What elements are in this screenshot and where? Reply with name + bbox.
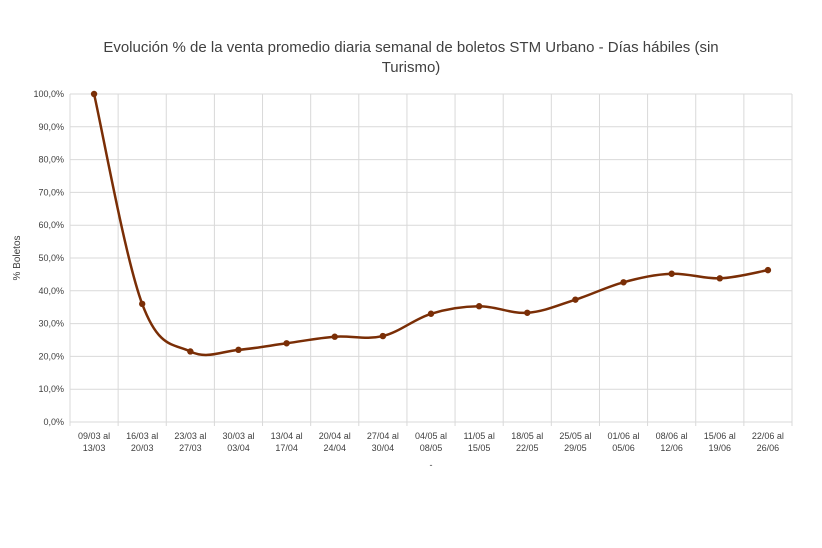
- y-tick-label: 20,0%: [38, 351, 64, 361]
- x-tick-label: 24/04: [323, 443, 346, 453]
- chart-title-line: Evolución % de la venta promedio diaria …: [103, 39, 718, 56]
- data-point: [235, 346, 242, 354]
- chart-title: Evolución % de la venta promedio diaria …: [103, 39, 718, 76]
- y-tick-label: 10,0%: [38, 384, 64, 394]
- data-point: [139, 300, 146, 308]
- x-axis-label: -: [430, 460, 433, 470]
- x-tick-label: 04/05 al: [415, 431, 447, 441]
- x-tick-label: 29/05: [564, 443, 587, 453]
- y-tick-label: 100,0%: [33, 89, 64, 99]
- x-tick-label: 20/03: [131, 443, 154, 453]
- data-point: [668, 270, 675, 277]
- data-point: [187, 348, 194, 355]
- x-tick-label: 16/03 al: [126, 431, 158, 441]
- data-point: [475, 303, 483, 310]
- y-tick-label: 30,0%: [38, 319, 64, 329]
- y-tick-label: 70,0%: [38, 187, 64, 197]
- x-tick-label: 25/05 al: [559, 431, 591, 441]
- y-tick-label: 0,0%: [43, 417, 64, 427]
- y-tick-label: 90,0%: [38, 122, 64, 132]
- x-tick-label: 30/04: [372, 443, 395, 453]
- series-line: [92, 93, 769, 357]
- x-tick-label: 27/04 al: [367, 431, 399, 441]
- data-point: [331, 333, 338, 340]
- x-tick-label: 01/06 al: [608, 431, 640, 441]
- chart-title-line: Turismo): [382, 59, 441, 76]
- x-tick-label: 15/06 al: [704, 431, 736, 441]
- data-point: [524, 309, 531, 316]
- data-point: [427, 310, 435, 317]
- x-tick-label: 15/05: [468, 443, 491, 453]
- x-tick-label: 11/05 al: [463, 431, 494, 441]
- x-tick-label: 09/03 al: [78, 431, 110, 441]
- x-tick-label: 26/06: [757, 443, 780, 453]
- x-tick-label: 13/03: [83, 443, 106, 453]
- x-tick-label: 22/06 al: [752, 431, 784, 441]
- x-axis-ticks: 09/03 al 13/03 16/03 al 20/03 23/03 al 27/03 3…: [78, 431, 784, 453]
- y-tick-label: 80,0%: [38, 155, 64, 165]
- x-tick-label: 17/04: [275, 443, 298, 453]
- y-tick-label: 40,0%: [38, 286, 64, 296]
- x-tick-label: 18/05 al: [511, 431, 543, 441]
- x-tick-label: 08/06 al: [656, 431, 688, 441]
- x-tick-label: 27/03: [179, 443, 202, 453]
- y-tick-label: 60,0%: [38, 220, 64, 230]
- y-axis-ticks: 0,0% 10,0% 20,0% 30,0% 40,0% 50,0% 60,0% 70,0% 8…: [33, 89, 64, 427]
- data-point: [620, 279, 627, 286]
- data-point: [716, 275, 723, 282]
- x-tick-label: 12/06: [660, 443, 683, 453]
- x-tick-label: 08/05: [420, 443, 443, 453]
- x-tick-label: 30/03 al: [222, 431, 254, 441]
- gridlines: [69, 93, 793, 426]
- data-point: [90, 90, 98, 98]
- data-point: [283, 340, 290, 347]
- x-tick-label: 19/06: [709, 443, 732, 453]
- x-tick-label: 05/06: [612, 443, 635, 453]
- y-tick-label: 50,0%: [38, 253, 64, 263]
- data-point: [379, 332, 387, 340]
- data-point: [572, 296, 579, 303]
- x-tick-label: 22/05: [516, 443, 539, 453]
- x-tick-label: 03/04: [227, 443, 250, 453]
- x-tick-label: 13/04 al: [271, 431, 303, 441]
- y-axis-label: % Boletos: [12, 235, 23, 280]
- data-point: [764, 266, 772, 274]
- x-tick-label: 23/03 al: [174, 431, 206, 441]
- x-tick-label: 20/04 al: [319, 431, 351, 441]
- series-line-group: [90, 90, 772, 357]
